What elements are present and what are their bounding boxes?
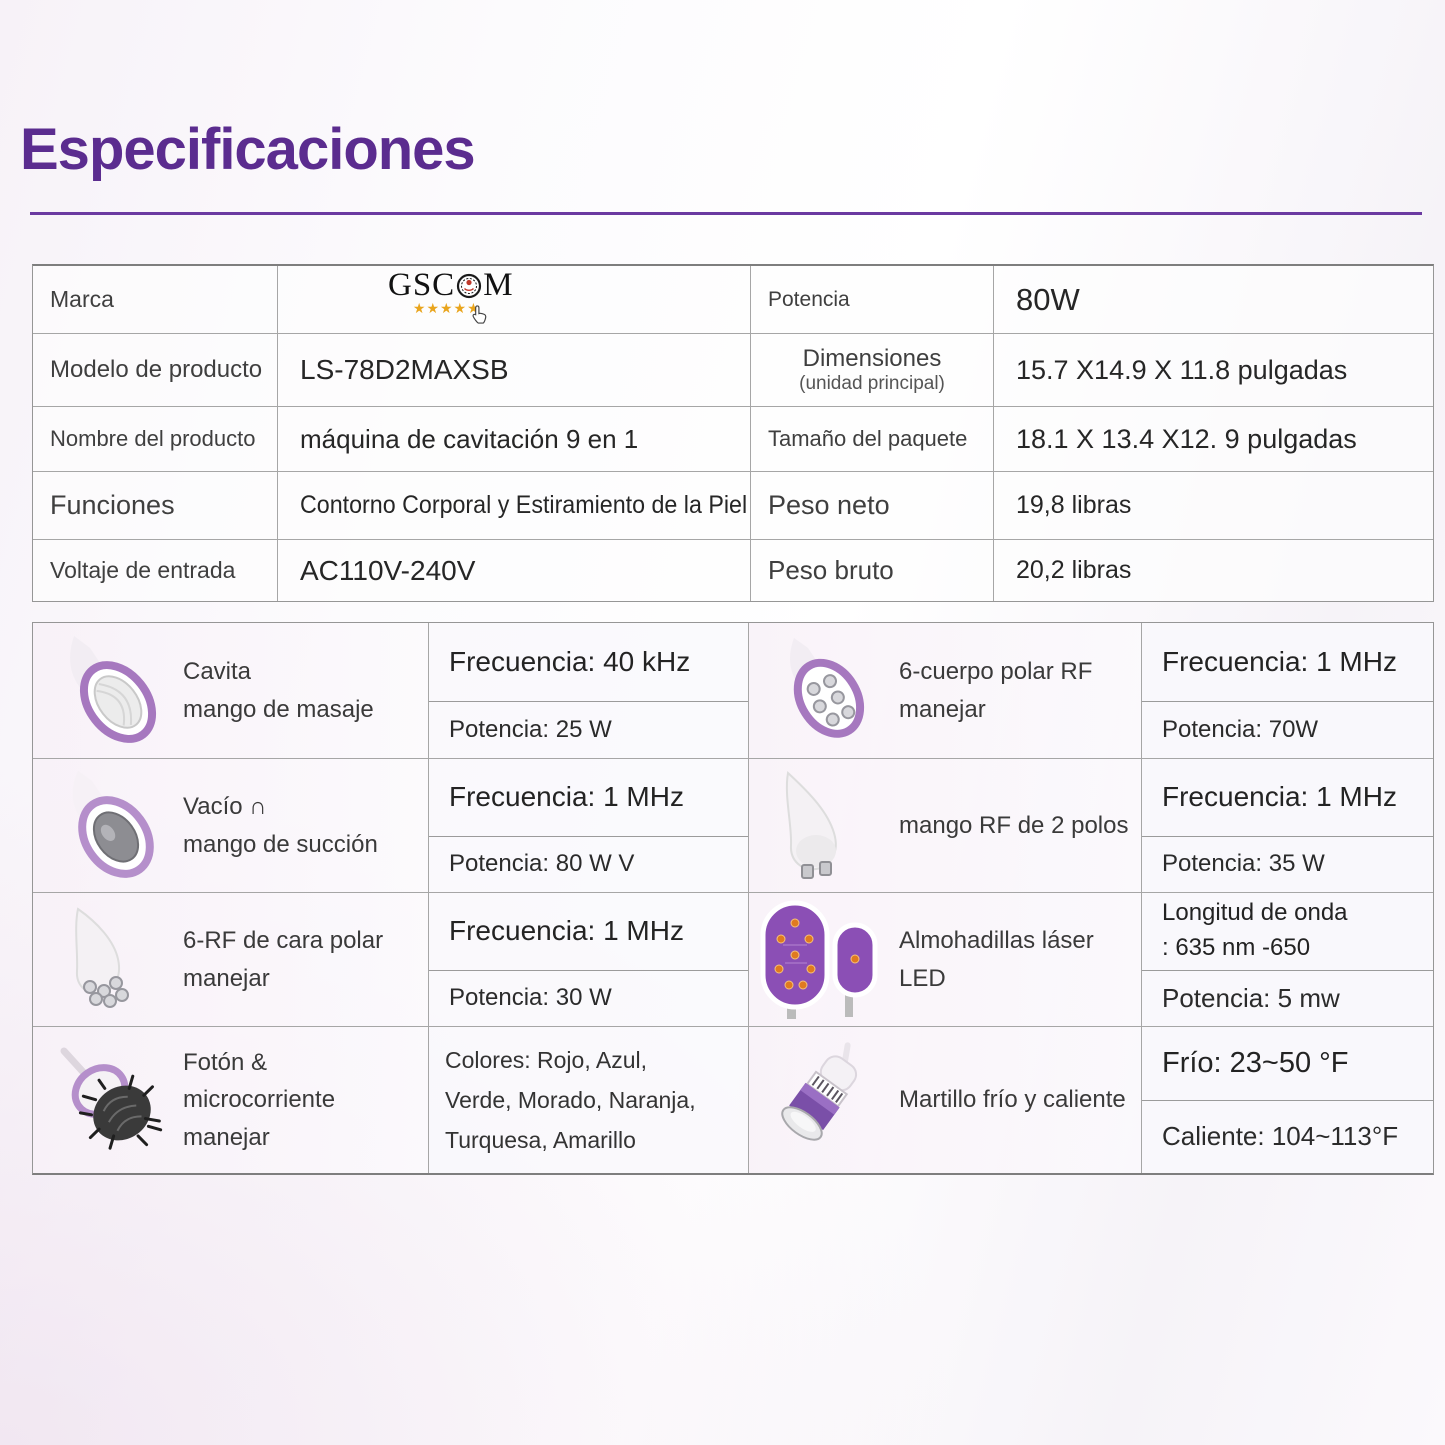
handle-specs: Frecuencia: 1 MHz Potencia: 30 W: [429, 893, 749, 1027]
spec-label: Potencia: [751, 266, 994, 334]
hot-spec: Caliente: 104~113°F: [1162, 1121, 1399, 1152]
spec-value: Contorno Corporal y Estiramiento de la P…: [278, 472, 751, 540]
handle-label: Vacío ∩ mango de succión: [183, 793, 378, 858]
star-icons: ★★★★★: [412, 300, 481, 316]
handle-specs: Frecuencia: 1 MHz Potencia: 80 W V: [429, 759, 749, 893]
spec-table: Marca GSC M ★★★★★: [32, 264, 1434, 602]
handle-cell-six-polar-face: 6-RF de cara polar manejar: [33, 893, 429, 1027]
handle-label: mango RF de 2 polos: [899, 811, 1129, 839]
handle-label: Martillo frío y caliente: [899, 1086, 1126, 1114]
handle-specs: Colores: Rojo, Azul, Verde, Morado, Nara…: [429, 1027, 749, 1173]
power-spec: Potencia: 70W: [1162, 715, 1319, 743]
handle-table: Cavita mango de masaje Frecuencia: 40 kH…: [32, 622, 1434, 1175]
spec-value: 19,8 libras: [994, 472, 1433, 540]
spec-label: Tamaño del paquete: [751, 407, 994, 472]
spec-label: Marca: [33, 266, 278, 334]
spec-value: LS-78D2MAXSB: [278, 334, 751, 407]
frequency-spec: Frecuencia: 1 MHz: [429, 893, 748, 971]
frequency-spec: Frecuencia: 1 MHz: [1142, 759, 1433, 837]
power-spec: Potencia: 80 W V: [449, 850, 635, 878]
frequency-spec: Frecuencia: 1 MHz: [429, 759, 748, 837]
six-polar-face-rf-handle-icon: [33, 901, 183, 1019]
frequency-spec: Frecuencia: 1 MHz: [1142, 623, 1433, 702]
spec-value: 18.1 X 13.4 X12. 9 pulgadas: [994, 407, 1433, 472]
handle-cell-two-pole-rf: mango RF de 2 polos: [749, 759, 1142, 893]
spec-value: 15.7 X14.9 X 11.8 pulgadas: [994, 334, 1433, 407]
handle-specs: Frecuencia: 40 kHz Potencia: 25 W: [429, 623, 749, 759]
brand-logo: GSC M ★★★★★: [278, 269, 514, 330]
spec-value: AC110V-240V: [278, 540, 751, 601]
brand-logo-cell: GSC M ★★★★★: [278, 266, 751, 334]
spec-value: máquina de cavitación 9 en 1: [278, 407, 751, 472]
frequency-spec: Frecuencia: 40 kHz: [429, 623, 748, 702]
handle-specs: Longitud de onda : 635 nm -650 Potencia:…: [1142, 893, 1433, 1027]
handle-cell-laser-pads: Almohadillas láser LED: [749, 893, 1142, 1027]
handle-label: Almohadillas láser LED: [899, 927, 1094, 992]
spec-label: Modelo de producto: [33, 334, 278, 407]
handle-specs: Frecuencia: 1 MHz Potencia: 35 W: [1142, 759, 1433, 893]
cold-hot-hammer-icon: [749, 1039, 899, 1161]
hand-cursor-icon: [471, 304, 489, 330]
handle-cell-six-polar-body: 6-cuerpo polar RF manejar: [749, 623, 1142, 759]
two-pole-rf-handle-icon: [749, 767, 899, 885]
brand-logo-text: M: [483, 267, 514, 303]
spec-label: Nombre del producto: [33, 407, 278, 472]
handle-label: Fotón & microcorriente manejar: [183, 1049, 336, 1151]
spec-label: Funciones: [33, 472, 278, 540]
handle-cell-cold-hot-hammer: Martillo frío y caliente: [749, 1027, 1142, 1173]
power-spec: Potencia: 5 mw: [1162, 982, 1340, 1013]
handle-cell-vacuum: Vacío ∩ mango de succión: [33, 759, 429, 893]
spec-label: Voltaje de entrada: [33, 540, 278, 601]
spec-value: 80W: [994, 266, 1433, 334]
handle-cell-photon-microcurrent: Fotón & microcorriente manejar: [33, 1027, 429, 1173]
brand-logo-text: GSC: [388, 267, 456, 303]
photon-microcurrent-handle-icon: [33, 1039, 183, 1161]
vacuum-suction-handle-icon: [33, 767, 183, 885]
wavelength-spec: Longitud de onda : 635 nm -650: [1142, 893, 1433, 971]
handle-label: 6-RF de cara polar manejar: [183, 927, 384, 992]
spec-label: Dimensiones (unidad principal): [751, 334, 994, 407]
cold-spec: Frío: 23~50 °F: [1142, 1027, 1433, 1101]
badge-emblem-icon: [456, 273, 482, 299]
colors-spec: Colores: Rojo, Azul, Verde, Morado, Nara…: [445, 1046, 696, 1154]
handle-specs: Frecuencia: 1 MHz Potencia: 70W: [1142, 623, 1433, 759]
handle-cell-cavitation: Cavita mango de masaje: [33, 623, 429, 759]
power-spec: Potencia: 35 W: [1162, 850, 1325, 878]
six-polar-body-rf-handle-icon: [749, 632, 899, 750]
spec-value: 20,2 libras: [1016, 556, 1132, 584]
title-underline: [30, 212, 1422, 215]
power-spec: Potencia: 30 W: [449, 984, 612, 1012]
handle-label: Cavita mango de masaje: [183, 658, 374, 723]
spec-label: Peso neto: [751, 472, 994, 540]
spec-label-main: Dimensiones: [802, 345, 942, 372]
handle-specs: Frío: 23~50 °F Caliente: 104~113°F: [1142, 1027, 1433, 1173]
led-laser-pads-icon: [749, 899, 899, 1021]
page-title: Especificaciones: [20, 117, 476, 182]
cavitation-handle-icon: [33, 632, 183, 750]
handle-label: 6-cuerpo polar RF manejar: [899, 658, 1093, 723]
power-spec: Potencia: 25 W: [449, 715, 612, 743]
spec-label: Peso bruto: [751, 540, 994, 601]
spec-label-sub: (unidad principal): [799, 373, 945, 394]
